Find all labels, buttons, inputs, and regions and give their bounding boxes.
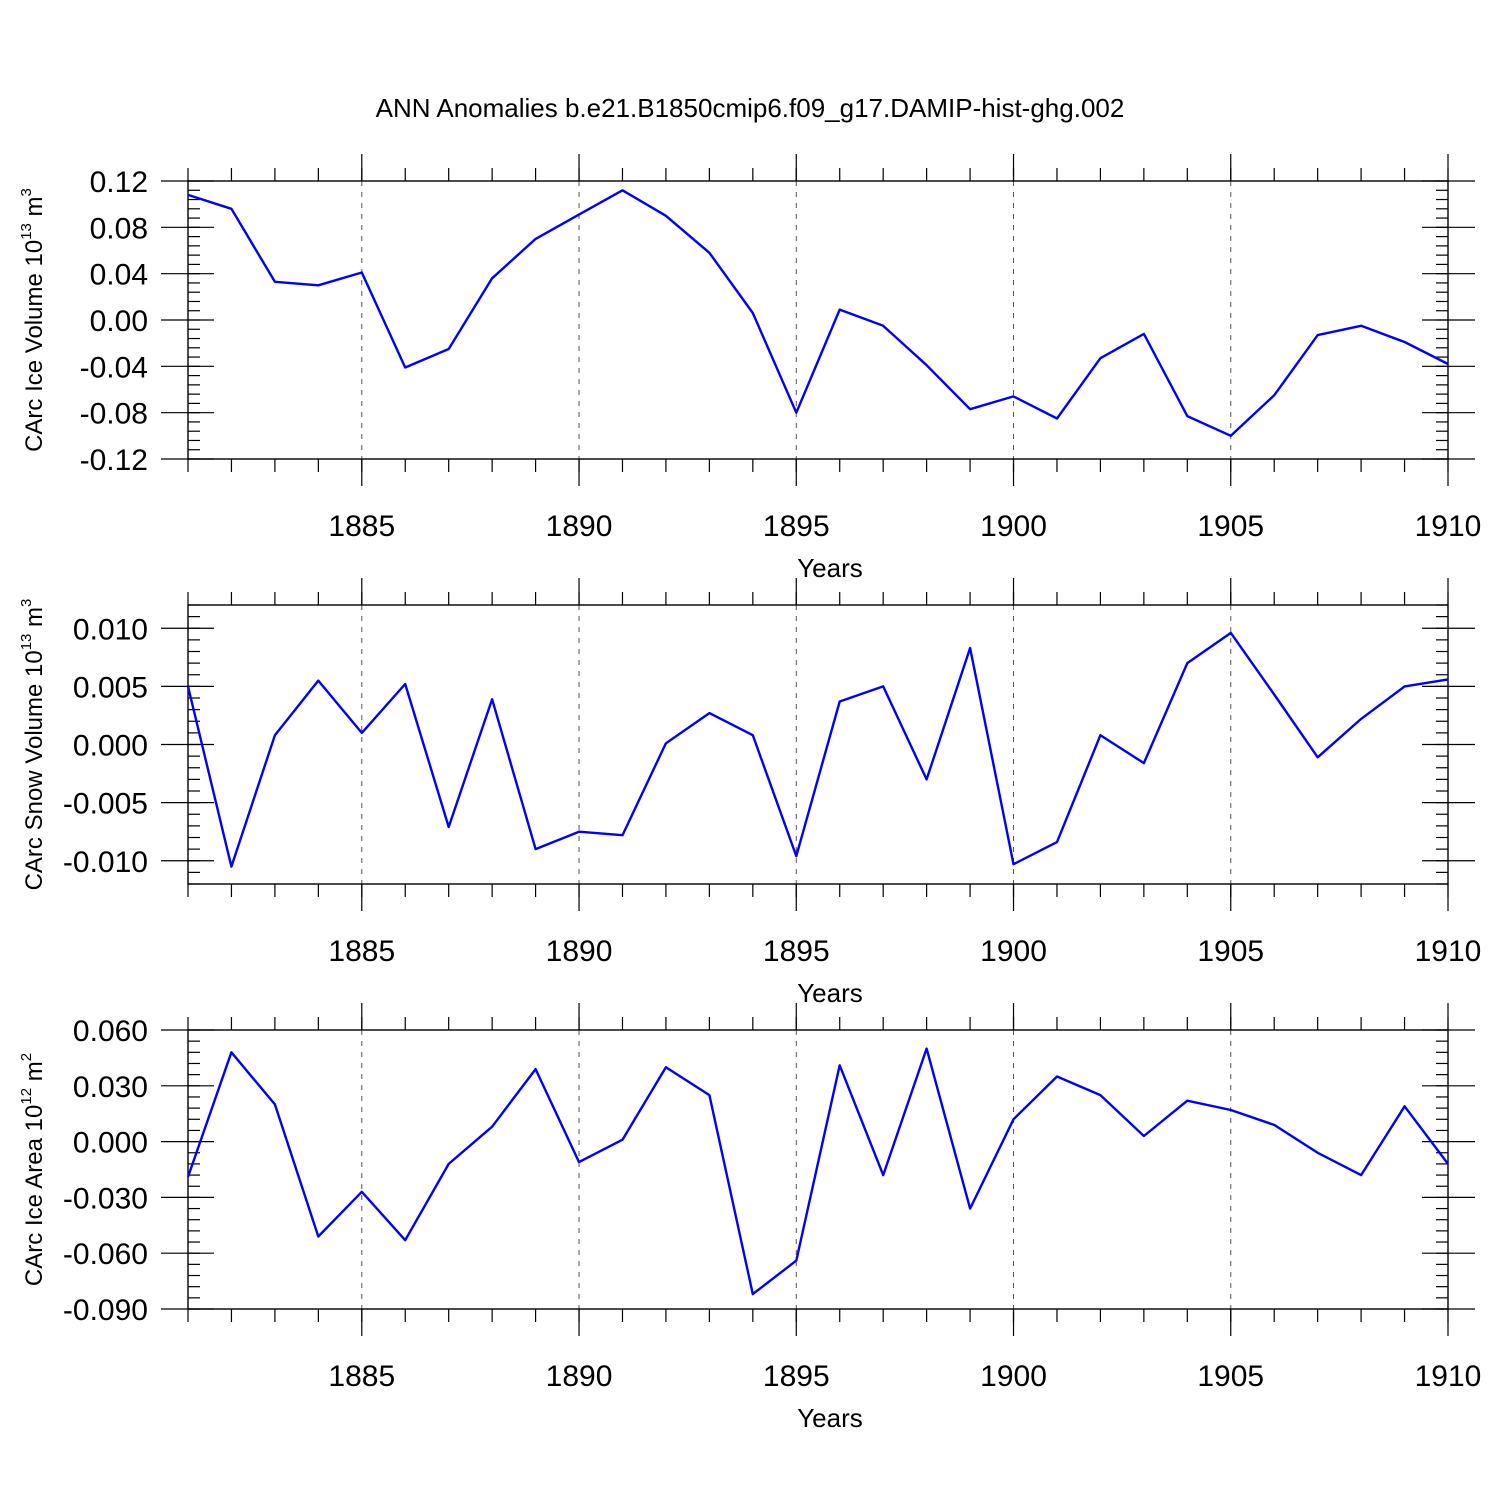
chart-panel-2: -0.010 -0.005 0.000 0.005 0.010 1885 1890 1895 1…	[18, 578, 1481, 1008]
x-tick-label: 1905	[1197, 510, 1264, 543]
x-tick-label: 1895	[763, 935, 830, 968]
x-axis-label: Years	[797, 1403, 863, 1433]
y-tick-label: 0.08	[90, 212, 148, 245]
x-tick-label: 1895	[763, 510, 830, 543]
x-axis-label: Years	[797, 553, 863, 583]
y-axis-label: CArc Ice Area 1012 m2	[18, 1053, 48, 1286]
y-tick-label: -0.060	[63, 1238, 148, 1271]
series-line	[186, 631, 1449, 868]
x-tick-label: 1910	[1415, 510, 1482, 543]
y-tick-label: 0.12	[90, 166, 148, 199]
x-tick-label: 1905	[1197, 1360, 1264, 1393]
x-tick-label: 1885	[328, 935, 395, 968]
series-line	[186, 1047, 1449, 1296]
panels: -0.12 -0.08 -0.04 0.00 0.04 0.08 0.12 1885 1890 1…	[18, 154, 1481, 1433]
x-tick-label: 1910	[1415, 1360, 1482, 1393]
plot-frame	[187, 180, 1449, 460]
y-tick-label: -0.04	[80, 351, 148, 384]
y-tick-label: 0.000	[73, 1127, 148, 1160]
y-axis-label: CArc Snow Volume 1013 m3	[18, 599, 48, 891]
x-tick-label: 1900	[980, 935, 1047, 968]
y-tick-label: -0.010	[63, 846, 148, 879]
plot-frame	[187, 604, 1449, 885]
chart-panel-3: -0.090 -0.060 -0.030 0.000 0.030 0.060 1885 189…	[18, 1003, 1481, 1433]
x-tick-label: 1905	[1197, 935, 1264, 968]
x-tick-label: 1890	[546, 935, 613, 968]
x-axis-label: Years	[797, 978, 863, 1008]
y-axis-label: CArc Ice Volume 1013 m3	[18, 188, 48, 452]
x-tick-label: 1890	[546, 1360, 613, 1393]
y-tick-label: 0.000	[73, 730, 148, 763]
chart-panel-1: -0.12 -0.08 -0.04 0.00 0.04 0.08 0.12 1885 1890 1…	[18, 154, 1481, 583]
x-tick-label: 1890	[546, 510, 613, 543]
x-tick-label: 1895	[763, 1360, 830, 1393]
x-tick-label: 1885	[328, 510, 395, 543]
y-tick-label: -0.12	[80, 444, 148, 477]
series-line	[187, 189, 1449, 437]
figure-title: ANN Anomalies b.e21.B1850cmip6.f09_g17.D…	[376, 93, 1125, 123]
y-tick-label: -0.090	[63, 1294, 148, 1327]
plot-frame	[187, 1029, 1449, 1310]
y-tick-label: 0.030	[73, 1071, 148, 1104]
y-tick-label: 0.005	[73, 671, 148, 704]
y-tick-label: 0.010	[73, 613, 148, 646]
y-tick-label: -0.030	[63, 1182, 148, 1215]
x-tick-label: 1885	[328, 1360, 395, 1393]
y-tick-label: 0.04	[90, 259, 148, 292]
y-tick-label: -0.005	[63, 788, 148, 821]
y-tick-label: -0.08	[80, 398, 148, 431]
y-tick-label: 0.00	[90, 305, 148, 338]
x-tick-label: 1910	[1415, 935, 1482, 968]
x-tick-label: 1900	[980, 1360, 1047, 1393]
x-tick-label: 1900	[980, 510, 1047, 543]
y-tick-label: 0.060	[73, 1015, 148, 1048]
